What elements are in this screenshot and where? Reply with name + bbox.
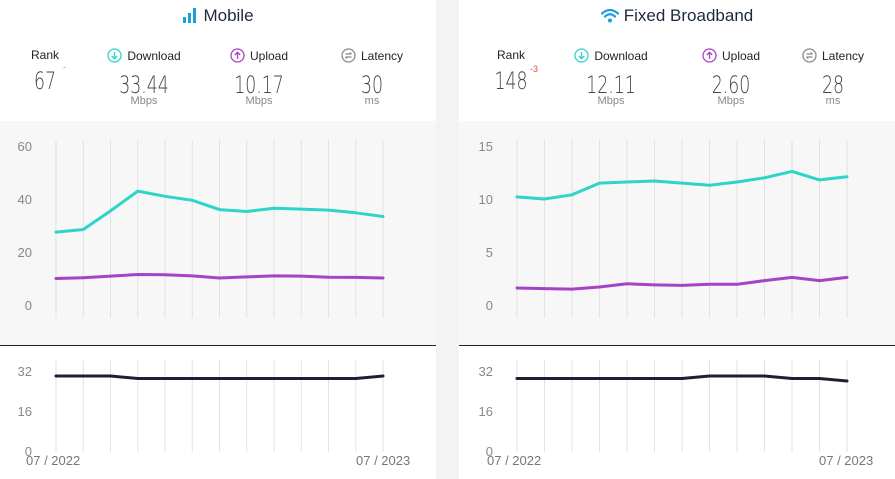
fixed-title-text: Fixed Broadband — [623, 6, 754, 25]
upload-arrow-icon — [230, 48, 245, 66]
mobile-chart-area — [0, 121, 436, 346]
upload-label: Upload — [224, 48, 294, 66]
signal-bars-icon — [182, 7, 198, 28]
latency-icon — [341, 48, 356, 66]
mobile-download-stat: Download 33.44 Mbps — [98, 48, 190, 107]
rank-label: Rank — [30, 48, 59, 62]
rank-change: -3 — [530, 64, 539, 74]
download-series-line — [515, 169, 849, 201]
y-tick-label: 10 — [479, 192, 493, 207]
mobile-rank-stat: Rank 67 — [20, 48, 70, 94]
wifi-icon — [600, 8, 619, 28]
fixed-charts: 0 5 10 15 0 16 32 — [479, 139, 849, 459]
latency-icon — [802, 48, 817, 66]
upload-arrow-icon — [702, 48, 717, 66]
fixed-rank-stat: Rank 148 — [486, 48, 536, 94]
mobile-panel: Mobile Rank 67 - Download 33.44 Mbps Upl… — [0, 0, 436, 479]
x-end-label: 07 / 2023 — [356, 453, 411, 468]
chart-divider — [0, 345, 436, 346]
download-arrow-icon — [107, 48, 122, 66]
mobile-upload-stat: Upload 10.17 Mbps — [224, 48, 294, 107]
upload-series-line — [54, 273, 385, 280]
fixed-download-stat: Download 12.11 Mbps — [565, 48, 657, 107]
upload-value: 2.60 — [711, 71, 751, 99]
fixed-panel: Fixed Broadband Rank 148 -3 Download 12.… — [459, 0, 895, 479]
latency-unit: ms — [364, 95, 380, 107]
y-tick-label: 0 — [486, 298, 493, 313]
upload-value: 10.17 — [234, 71, 284, 99]
latency-value: 30 — [360, 71, 383, 99]
mobile-title-text: Mobile — [203, 6, 254, 25]
y-tick-label: 0 — [486, 444, 493, 459]
upload-label: Upload — [696, 48, 766, 66]
rank-change: - — [63, 62, 66, 72]
fixed-upload-stat: Upload 2.60 Mbps — [696, 48, 766, 107]
y-tick-label: 20 — [18, 245, 32, 260]
y-tick-label: 15 — [479, 139, 493, 154]
x-start-label: 07 / 2022 — [487, 453, 542, 468]
fixed-title: Fixed Broadband — [459, 6, 895, 28]
latency-unit: ms — [825, 95, 841, 107]
download-label: Download — [565, 48, 657, 66]
upload-unit: Mbps — [245, 95, 273, 107]
fixed-chart-area — [459, 121, 895, 346]
y-tick-label: 16 — [18, 404, 32, 419]
latency-label: Latency — [336, 48, 408, 66]
rank-value: 67 — [33, 67, 56, 95]
download-value: 12.11 — [586, 71, 636, 99]
download-arrow-icon — [574, 48, 589, 66]
mobile-latency-stat: Latency 30 ms — [336, 48, 408, 107]
rank-label: Rank — [496, 48, 525, 62]
upload-unit: Mbps — [717, 95, 745, 107]
y-tick-label: 60 — [18, 139, 32, 154]
download-unit: Mbps — [597, 95, 625, 107]
download-series-line — [54, 189, 385, 234]
mobile-title: Mobile — [0, 6, 436, 28]
panel-gap — [436, 0, 459, 479]
y-tick-label: 0 — [25, 298, 32, 313]
x-end-label: 07 / 2023 — [819, 453, 874, 468]
latency-series-line — [515, 374, 849, 383]
y-tick-label: 40 — [18, 192, 32, 207]
latency-value: 28 — [821, 71, 844, 99]
x-start-label: 07 / 2022 — [26, 453, 81, 468]
rank-value: 148 — [494, 67, 528, 95]
latency-label: Latency — [797, 48, 869, 66]
upload-series-line — [515, 275, 849, 291]
fixed-latency-stat: Latency 28 ms — [797, 48, 869, 107]
y-tick-label: 5 — [486, 245, 493, 260]
download-value: 33.44 — [119, 71, 169, 99]
download-unit: Mbps — [130, 95, 158, 107]
y-tick-label: 0 — [25, 444, 32, 459]
mobile-charts: 0 20 40 60 0 16 32 — [18, 139, 385, 459]
y-tick-label: 32 — [479, 364, 493, 379]
y-tick-label: 32 — [18, 364, 32, 379]
download-label: Download — [98, 48, 190, 66]
chart-divider — [459, 345, 895, 346]
latency-series-line — [54, 374, 385, 380]
y-tick-label: 16 — [479, 404, 493, 419]
